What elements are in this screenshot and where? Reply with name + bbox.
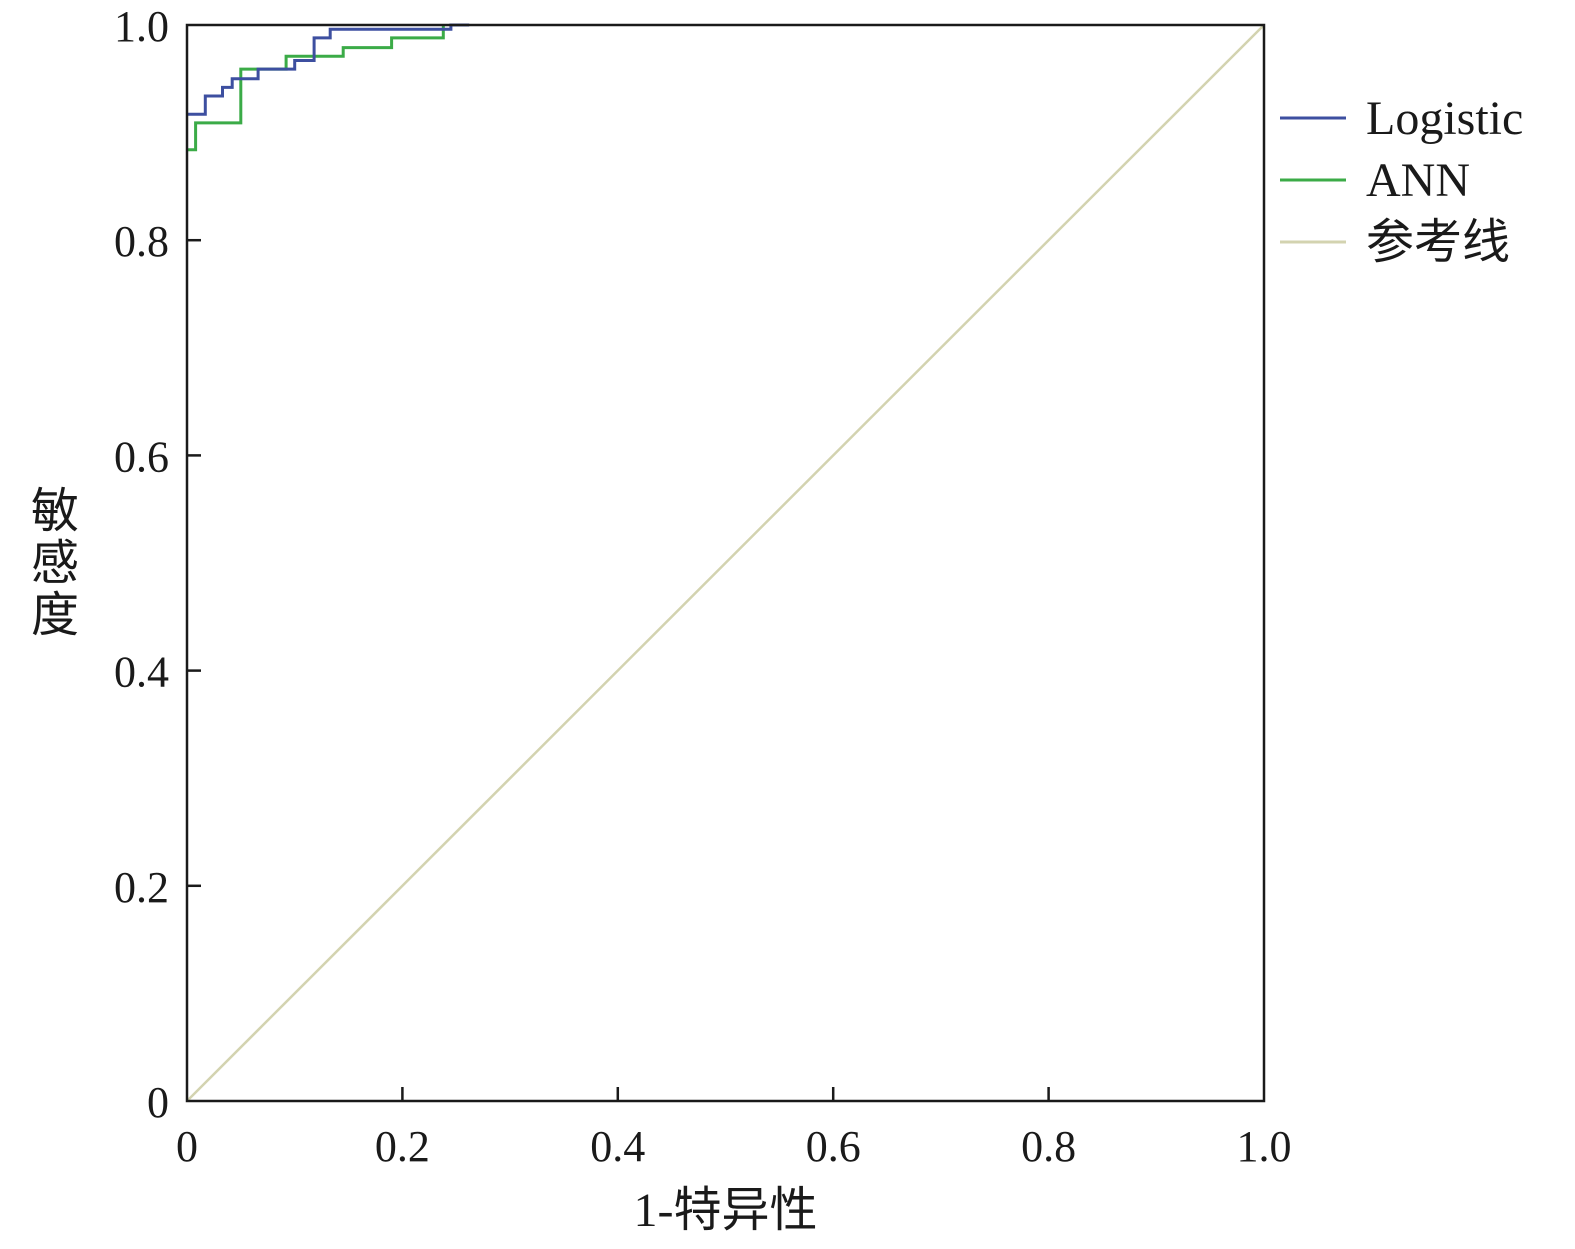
series-layer: [186, 23, 1265, 1102]
x-tick-label: 1.0: [1237, 1122, 1292, 1171]
legend: Logistic ANN 参考线: [1280, 92, 1523, 269]
x-tick-label: 0: [176, 1122, 198, 1171]
series-line-1: [187, 25, 445, 152]
series-line-2: [186, 24, 1265, 1102]
y-tick-label: 0.8: [114, 217, 169, 266]
x-tick-label: 0.2: [375, 1122, 430, 1171]
legend-label: Logistic: [1366, 92, 1523, 145]
legend-label: ANN: [1366, 154, 1470, 207]
y-axis-title: 敏感度: [31, 485, 79, 642]
y-axis-title-char: 度: [31, 589, 79, 642]
y-tick-label: 0.4: [114, 648, 169, 697]
plot-frame: [185, 23, 1266, 1103]
y-axis-title-char: 敏: [31, 485, 79, 538]
y-axis-title-char: 感: [31, 537, 79, 590]
y-tick-label: 0.6: [114, 432, 169, 481]
x-tick-label: 0.8: [1021, 1122, 1076, 1171]
legend-label: 参考线: [1366, 216, 1510, 269]
x-tick-label: 0.4: [590, 1122, 645, 1171]
y-tick-label: 0: [147, 1078, 169, 1127]
y-tick-label: 1.0: [114, 2, 169, 51]
y-tick-label: 0.2: [114, 863, 169, 912]
x-axis-title: 1-特异性: [634, 1184, 818, 1237]
series-line-0: [187, 23, 470, 116]
ticks-layer: 0 0.2 0.4 0.6 0.8 1.0 0 0.2 0.4 0.6 0.8 1.0: [114, 2, 1292, 1171]
x-tick-label: 0.6: [806, 1122, 861, 1171]
